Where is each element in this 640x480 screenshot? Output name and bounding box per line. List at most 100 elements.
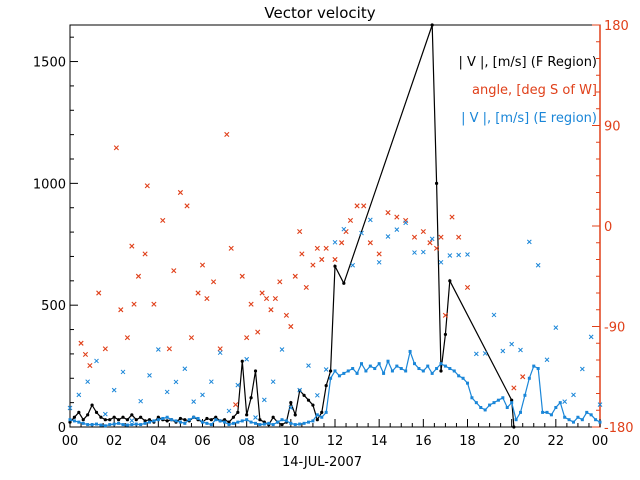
data-point — [87, 362, 93, 369]
data-point — [399, 367, 403, 371]
data-point — [509, 341, 515, 347]
data-point — [320, 410, 324, 414]
data-point — [412, 250, 417, 255]
data-point — [302, 421, 306, 425]
data-point — [138, 398, 144, 404]
data-point — [68, 420, 72, 424]
data-point — [72, 415, 77, 419]
data-point — [289, 421, 293, 425]
data-point — [576, 415, 580, 419]
data-point — [81, 421, 85, 425]
data-point — [116, 418, 121, 422]
data-point — [594, 418, 598, 422]
data-point — [443, 364, 447, 368]
data-point — [585, 410, 589, 414]
data-point — [108, 423, 112, 427]
data-point — [288, 405, 294, 411]
data-point — [112, 415, 116, 419]
legend: | V |, [m/s] (F Region) angle, [deg S of … — [458, 55, 597, 126]
data-point — [283, 312, 290, 318]
data-point — [293, 423, 297, 427]
data-point — [192, 415, 196, 419]
x-tick-label: 22 — [548, 434, 565, 449]
data-point — [549, 413, 553, 417]
data-point — [222, 418, 227, 422]
data-point — [143, 419, 147, 423]
data-point — [307, 420, 310, 424]
data-point — [452, 369, 456, 373]
data-point — [204, 295, 210, 302]
data-point — [148, 420, 151, 424]
data-point — [523, 393, 527, 397]
data-point — [297, 387, 303, 393]
data-point — [433, 245, 440, 251]
data-point — [518, 347, 523, 353]
data-point — [429, 236, 435, 242]
data-point — [78, 340, 84, 346]
data-point — [598, 420, 602, 424]
data-point — [333, 369, 337, 373]
data-point — [501, 396, 505, 400]
data-point — [483, 408, 487, 412]
data-point — [298, 422, 302, 426]
data-point — [205, 421, 209, 425]
data-point — [536, 367, 540, 371]
data-point — [276, 420, 280, 424]
legend-item-e_region: | V |, [m/s] (E region) — [461, 111, 597, 126]
data-point — [426, 364, 430, 368]
data-point — [306, 363, 311, 368]
x-axis: 00 02 04 06 08 10 12 14 16 18 20 22 00 — [62, 419, 608, 449]
data-point — [297, 228, 303, 235]
data-point — [129, 418, 135, 424]
data-point — [103, 418, 107, 422]
data-point — [208, 379, 214, 385]
data-point — [492, 401, 496, 405]
data-point — [77, 420, 81, 424]
data-point — [131, 301, 137, 307]
data-point — [130, 413, 134, 417]
data-point — [496, 398, 500, 402]
data-point — [82, 351, 89, 358]
data-point — [121, 423, 125, 427]
data-point — [72, 419, 76, 423]
right-tick-label: -180 — [604, 421, 634, 436]
data-point — [347, 217, 354, 224]
data-point — [306, 398, 311, 402]
data-point — [272, 295, 278, 302]
data-point — [156, 415, 160, 419]
data-point — [217, 350, 223, 356]
data-point — [355, 371, 359, 375]
data-point — [94, 358, 99, 364]
data-point — [254, 421, 257, 425]
data-point — [112, 422, 116, 426]
data-point — [99, 415, 103, 419]
data-point — [224, 131, 230, 138]
data-point — [233, 402, 239, 408]
data-point — [572, 420, 575, 424]
left-tick-label: 1500 — [33, 56, 66, 71]
right-tick-label: 0 — [604, 220, 612, 235]
data-point — [258, 423, 262, 427]
data-point — [155, 347, 161, 352]
data-point — [479, 406, 483, 410]
legend-item-angle: angle, [deg S of W] — [472, 83, 597, 98]
data-point — [139, 423, 143, 427]
data-point — [76, 392, 82, 398]
data-point — [421, 369, 425, 373]
data-point — [255, 329, 261, 335]
data-point — [563, 415, 567, 419]
data-point — [364, 369, 368, 373]
data-point — [170, 418, 174, 422]
data-point — [488, 403, 492, 407]
x-tick-label: 18 — [459, 434, 476, 449]
data-point — [464, 284, 471, 291]
data-point — [430, 371, 434, 375]
data-point — [235, 382, 241, 388]
data-point — [354, 203, 360, 209]
data-point — [554, 406, 558, 410]
data-point — [541, 410, 545, 414]
data-point — [268, 307, 274, 313]
data-point — [135, 273, 142, 279]
data-point — [99, 423, 103, 427]
data-point — [390, 369, 394, 373]
